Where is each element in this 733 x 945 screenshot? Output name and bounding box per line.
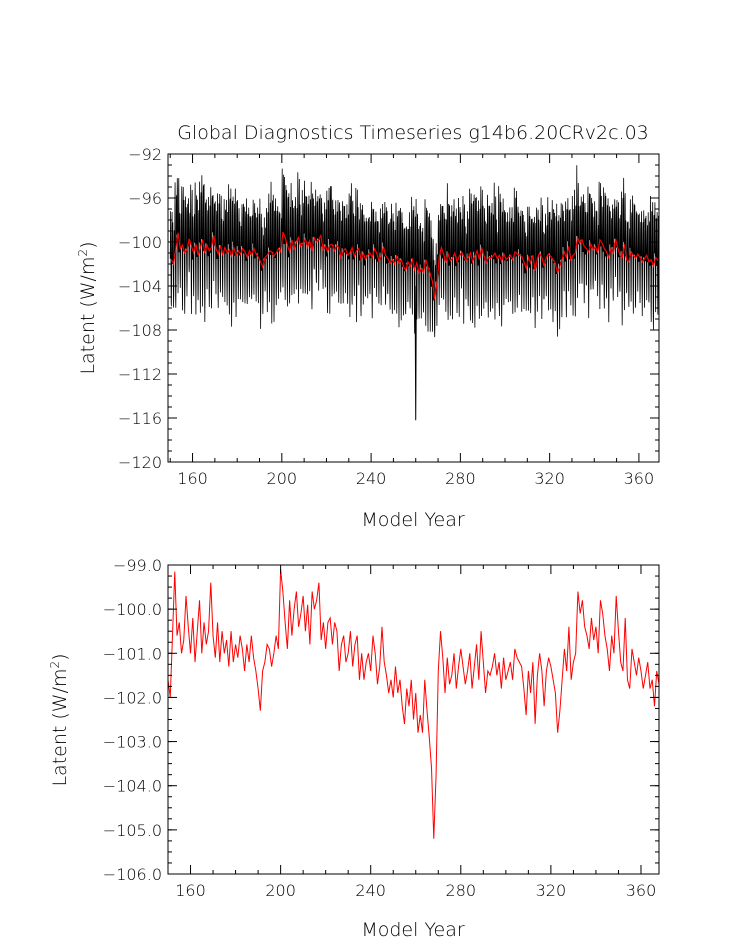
top-x-tick-label: 320 (534, 469, 565, 488)
top-chart-title: Global Diagnostics Timeseries g14b6.20CR… (177, 122, 649, 144)
bottom-chart: 160 200 240 280 320 360 −99.0 −100.0 −101.0 −102.… (48, 556, 660, 941)
bottom-y-tick-label: −100.0 (103, 600, 162, 619)
top-x-tick-label: 360 (624, 469, 655, 488)
top-y-tick-label: −108 (118, 321, 162, 340)
top-x-tick-label: 280 (445, 469, 476, 488)
top-y-tick-label: −100 (118, 233, 162, 252)
top-y-tick-label: −92 (128, 145, 162, 164)
top-y-axis-label: Latent (W/m2) (76, 241, 99, 374)
monthly-latent-line (169, 165, 660, 338)
bottom-x-tick-label: 280 (446, 881, 477, 900)
bottom-y-tick-label: −103.0 (103, 733, 162, 752)
bottom-y-axis-label: Latent (W/m2) (48, 653, 71, 786)
top-y-tick-label: −120 (118, 453, 162, 472)
top-y-tick-label: −96 (128, 189, 162, 208)
bottom-y-tick-label: −99.0 (113, 556, 162, 575)
top-y-tick-label: −116 (118, 409, 162, 428)
top-y-tick-label: −104 (118, 277, 162, 296)
top-chart: Global Diagnostics Timeseries g14b6.20CR… (76, 122, 660, 531)
top-plot-frame (167, 153, 660, 463)
top-x-tick-label: 160 (177, 469, 208, 488)
bottom-y-tick-label: −104.0 (103, 777, 162, 796)
bottom-y-tick-label: −106.0 (103, 865, 162, 884)
bottom-x-tick-label: 160 (175, 881, 206, 900)
bottom-y-tick-label: −105.0 (103, 821, 162, 840)
bottom-chart-ticks: 160 200 240 280 320 360 −99.0 −100.0 −101.0 −102.… (103, 556, 659, 900)
bottom-y-tick-label: −102.0 (103, 688, 162, 707)
top-chart-ticks: 160 200 240 280 320 360 −92 −96 −100 −104 −108 −112… (118, 145, 659, 488)
bottom-x-tick-label: 360 (626, 881, 657, 900)
annual-latent-line-top (170, 231, 659, 300)
monthly-minimum-spike (414, 274, 417, 421)
top-x-tick-label: 200 (267, 469, 298, 488)
top-x-tick-label: 240 (356, 469, 387, 488)
bottom-x-axis-label: Model Year (361, 919, 465, 941)
bottom-y-tick-label: −101.0 (103, 644, 162, 663)
bottom-x-tick-label: 200 (265, 881, 296, 900)
bottom-x-tick-label: 240 (355, 881, 386, 900)
bottom-x-tick-label: 320 (536, 881, 567, 900)
top-y-tick-label: −112 (118, 365, 162, 384)
annual-latent-line-bottom (167, 569, 660, 839)
top-x-axis-label: Model Year (361, 509, 465, 531)
top-chart-series (169, 165, 660, 421)
bottom-chart-series (167, 569, 660, 839)
